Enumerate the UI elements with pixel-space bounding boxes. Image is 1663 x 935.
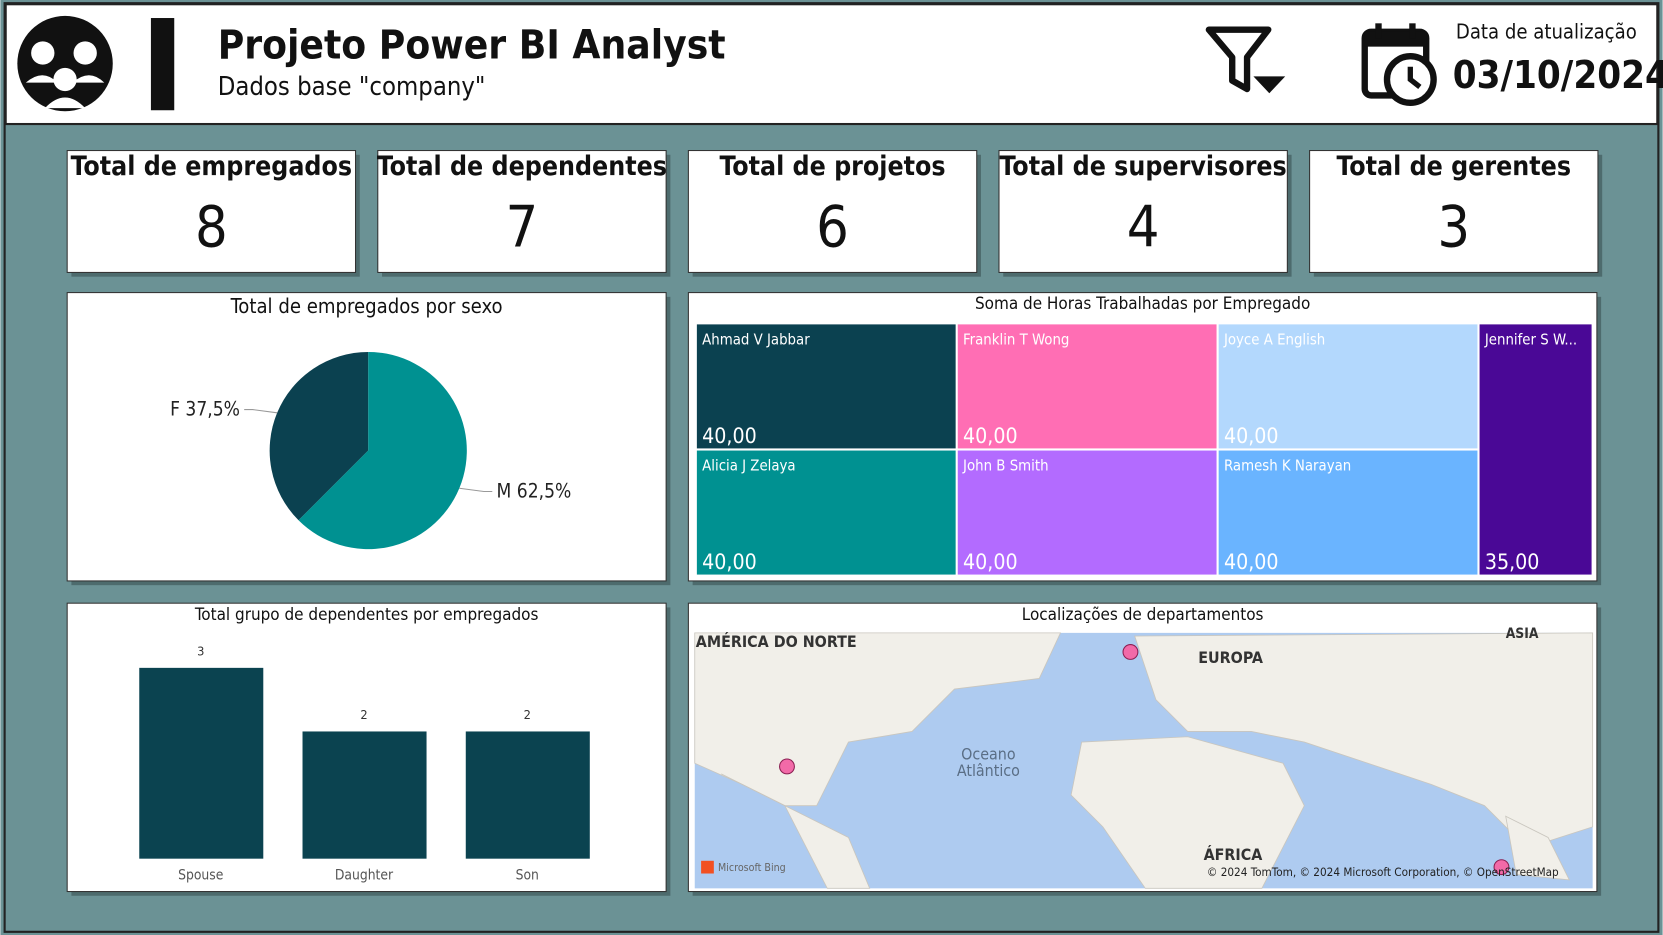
tile-label: Joyce A English: [1223, 331, 1325, 348]
pie-label: M 62,5%: [497, 480, 572, 502]
map-point: [1493, 859, 1510, 876]
tile-value: 40,00: [1224, 423, 1279, 448]
kpi-value: 7: [506, 195, 539, 261]
tile-label: Jennifer S W...: [1484, 331, 1577, 348]
panel: [998, 150, 1288, 273]
panel: [377, 150, 667, 273]
tile-label: Ramesh K Narayan: [1224, 457, 1351, 474]
tile-value: 40,00: [702, 549, 757, 574]
calendar-icon: [1361, 23, 1437, 107]
pie-value-label: 37,5%: [185, 398, 240, 420]
filter-icon[interactable]: [1205, 26, 1286, 94]
tile-value: 40,00: [963, 423, 1018, 448]
panel: [66, 150, 357, 273]
map-label: AMÉRICA DO NORTE: [696, 632, 857, 651]
chart-title: Localizações de departamentos: [1022, 604, 1264, 624]
pie-category: F: [170, 398, 180, 420]
tile-label: Franklin T Wong: [963, 331, 1069, 348]
map-land: [1134, 632, 1594, 849]
treemap-tile: [696, 324, 956, 449]
kpi-value: 8: [195, 195, 228, 261]
map-provider: Microsoft Bing: [718, 862, 786, 874]
kpi-value: 4: [1127, 195, 1160, 261]
map-land: [1505, 815, 1571, 881]
tile-value: 40,00: [702, 423, 757, 448]
kpi-label: Total de supervisores: [1000, 151, 1287, 182]
kpi-value: 3: [1437, 195, 1470, 261]
tile-label: Alicia J Zelaya: [702, 457, 795, 474]
map-label: ÁFRICA: [1204, 845, 1263, 864]
chart-title: Total grupo de dependentes por empregado…: [194, 604, 539, 624]
kpi-label: Total de projetos: [719, 151, 945, 182]
map-point: [779, 758, 795, 775]
treemap-tile: [1479, 324, 1592, 575]
treemap-tile: [957, 324, 1217, 449]
x-tick-label: Son: [516, 868, 539, 884]
bar-value-label: 2: [360, 707, 367, 722]
header: [4, 3, 1659, 126]
panel: [687, 150, 978, 273]
pie-label: F 37,5%: [170, 398, 240, 420]
bar: [465, 731, 590, 859]
people-icon: [17, 15, 113, 112]
panel: [1309, 150, 1599, 273]
pie-category: M: [497, 480, 512, 502]
treemap-tile: [1218, 450, 1478, 575]
map-point: [1122, 644, 1139, 660]
bar-value-label: 3: [197, 643, 204, 658]
leader-line: [244, 409, 278, 414]
header-title: Projeto Power BI Analyst: [218, 23, 726, 69]
tile-value: 40,00: [963, 549, 1018, 574]
chart-title: Soma de Horas Trabalhadas por Empregado: [975, 293, 1310, 313]
treemap-tile: [1218, 324, 1478, 449]
bing-logo: [701, 860, 714, 874]
pie-slice: [269, 351, 369, 521]
map-land: [1070, 736, 1305, 889]
kpi-value: 6: [816, 195, 849, 261]
tile-label: John B Smith: [962, 457, 1049, 474]
bar: [302, 731, 427, 859]
map-land: [721, 773, 871, 889]
tile-value: 40,00: [1224, 549, 1279, 574]
kpi-label: Total de dependentes: [377, 151, 667, 182]
map-label: Oceano: [961, 744, 1015, 763]
pie-value-label: 62,5%: [517, 480, 572, 502]
map-attribution: © 2024 TomTom, © 2024 Microsoft Corporat…: [1207, 865, 1559, 879]
chart-title: Total de empregados por sexo: [230, 294, 503, 318]
header-subtitle: Dados base "company": [218, 71, 486, 101]
update-label: Data de atualização: [1456, 19, 1637, 43]
map-label: ASIA: [1506, 626, 1539, 642]
map-label: Atlântico: [957, 761, 1020, 780]
update-date: 03/10/2024: [1453, 53, 1663, 97]
bar: [139, 667, 264, 859]
treemap-tile: [957, 450, 1217, 575]
treemap-tile: [696, 450, 956, 575]
map-label: EUROPA: [1198, 648, 1263, 667]
leader-line: [459, 487, 493, 493]
kpi-label: Total de empregados: [71, 151, 352, 182]
tile-label: Ahmad V Jabbar: [702, 331, 810, 348]
kpi-label: Total de gerentes: [1337, 151, 1572, 182]
bar-value-label: 2: [524, 707, 531, 722]
x-tick-label: Spouse: [178, 868, 223, 884]
x-tick-label: Daughter: [335, 868, 394, 884]
pie-slice: [298, 351, 467, 550]
tile-value: 35,00: [1485, 549, 1540, 574]
header-bar: [150, 18, 175, 111]
